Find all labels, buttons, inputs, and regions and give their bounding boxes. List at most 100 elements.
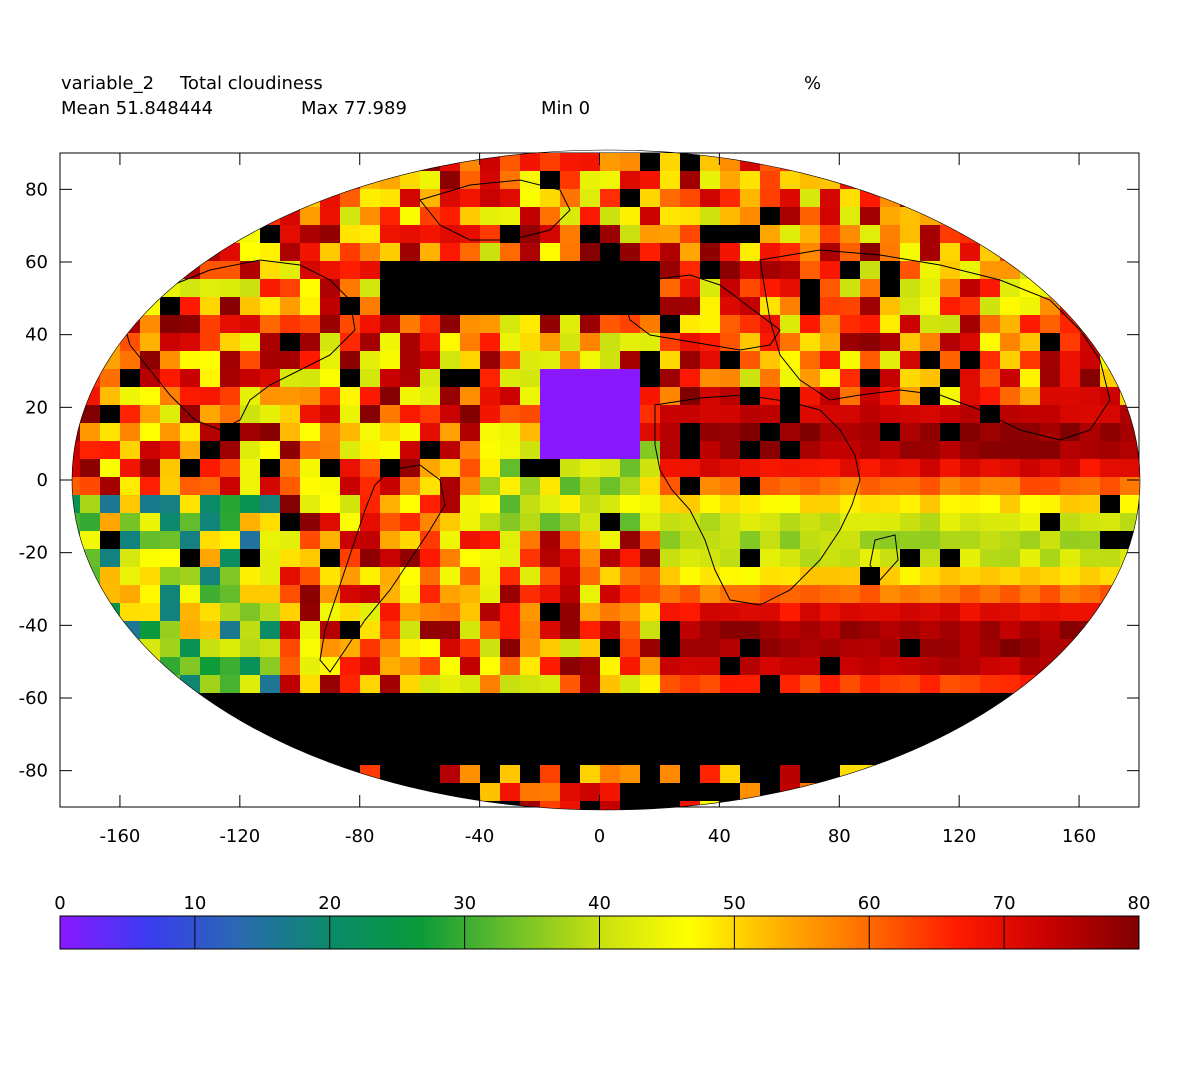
map-cell bbox=[260, 441, 281, 460]
map-cell bbox=[200, 477, 221, 496]
map-cell bbox=[280, 315, 301, 334]
map-cell bbox=[740, 531, 761, 550]
map-cell bbox=[200, 621, 221, 640]
map-cell bbox=[680, 729, 701, 748]
map-cell bbox=[820, 423, 841, 442]
colorbar-tick-label: 60 bbox=[858, 893, 881, 914]
map-cell bbox=[460, 243, 481, 262]
variable-name: variable_2 bbox=[61, 73, 155, 94]
map-cell bbox=[260, 495, 281, 514]
map-cell bbox=[280, 441, 301, 460]
map-cell bbox=[520, 657, 541, 676]
map-cell bbox=[280, 585, 301, 604]
map-cell bbox=[960, 279, 981, 298]
map-cell bbox=[720, 513, 741, 532]
map-cell bbox=[760, 765, 781, 784]
map-cell bbox=[1060, 495, 1081, 514]
map-cell bbox=[440, 513, 461, 532]
map-cell bbox=[960, 261, 981, 280]
map-cell bbox=[640, 657, 661, 676]
map-cell bbox=[960, 693, 981, 712]
map-cell bbox=[900, 657, 921, 676]
map-cell bbox=[260, 315, 281, 334]
map-cell bbox=[440, 189, 461, 208]
map-cell bbox=[440, 567, 461, 586]
map-cell bbox=[900, 225, 921, 244]
map-cell bbox=[600, 189, 621, 208]
map-cell bbox=[940, 477, 961, 496]
map-cell bbox=[460, 441, 481, 460]
map-cell bbox=[620, 603, 641, 622]
map-cell bbox=[160, 603, 181, 622]
map-cell bbox=[720, 621, 741, 640]
map-cell bbox=[540, 801, 561, 810]
colorbar-tick-label: 20 bbox=[318, 893, 341, 914]
map-cell bbox=[700, 441, 721, 460]
map-cell bbox=[200, 639, 221, 658]
map-cell bbox=[300, 639, 321, 658]
map-cell bbox=[380, 297, 401, 316]
map-cell bbox=[820, 639, 841, 658]
map-cell bbox=[160, 351, 181, 370]
map-cell bbox=[340, 279, 361, 298]
map-cell bbox=[580, 369, 601, 388]
mean-stat: Mean 51.848444 bbox=[61, 98, 214, 119]
map-cell bbox=[460, 297, 481, 316]
map-cell bbox=[580, 441, 601, 460]
map-cell bbox=[500, 207, 521, 226]
map-cell bbox=[800, 405, 821, 424]
map-cell bbox=[760, 567, 781, 586]
map-cell bbox=[440, 477, 461, 496]
map-cell bbox=[600, 225, 621, 244]
map-cell bbox=[360, 657, 381, 676]
map-cell bbox=[1080, 531, 1101, 550]
map-cell bbox=[400, 279, 421, 298]
map-cell bbox=[420, 189, 441, 208]
map-cell bbox=[860, 531, 881, 550]
map-cell bbox=[400, 459, 421, 478]
map-cell bbox=[420, 423, 441, 442]
map-cell bbox=[820, 369, 841, 388]
map-cell bbox=[680, 171, 701, 190]
map-cell bbox=[640, 621, 661, 640]
map-cell bbox=[800, 747, 821, 766]
map-cell bbox=[600, 315, 621, 334]
africa-coastline bbox=[654, 394, 861, 606]
map-cell bbox=[980, 369, 1001, 388]
map-cell bbox=[140, 549, 161, 568]
map-cell bbox=[960, 621, 981, 640]
map-cell bbox=[620, 549, 641, 568]
map-cell bbox=[1020, 531, 1041, 550]
map-cell bbox=[140, 405, 161, 424]
map-cell bbox=[460, 621, 481, 640]
map-cell bbox=[1040, 387, 1061, 406]
map-cell bbox=[340, 387, 361, 406]
map-cell bbox=[720, 279, 741, 298]
map-cell bbox=[560, 531, 581, 550]
map-cell bbox=[840, 693, 861, 712]
map-cell bbox=[240, 675, 261, 694]
map-cell bbox=[240, 297, 261, 316]
map-cell bbox=[480, 549, 501, 568]
map-cell bbox=[120, 531, 141, 550]
map-cell bbox=[920, 621, 941, 640]
map-cell bbox=[760, 261, 781, 280]
map-cell bbox=[880, 657, 901, 676]
map-cell bbox=[300, 603, 321, 622]
map-cell bbox=[200, 549, 221, 568]
map-cell bbox=[640, 549, 661, 568]
map-cell bbox=[880, 387, 901, 406]
map-cell bbox=[300, 549, 321, 568]
map-cell bbox=[440, 621, 461, 640]
map-cell bbox=[820, 207, 841, 226]
map-cell bbox=[1020, 351, 1041, 370]
map-cell bbox=[300, 207, 321, 226]
map-cell bbox=[560, 207, 581, 226]
map-cell bbox=[880, 513, 901, 532]
map-cell bbox=[920, 441, 941, 460]
map-cell bbox=[400, 387, 421, 406]
map-cell bbox=[720, 225, 741, 244]
map-cell bbox=[500, 765, 521, 784]
map-cell bbox=[540, 261, 561, 280]
map-cell bbox=[960, 531, 981, 550]
